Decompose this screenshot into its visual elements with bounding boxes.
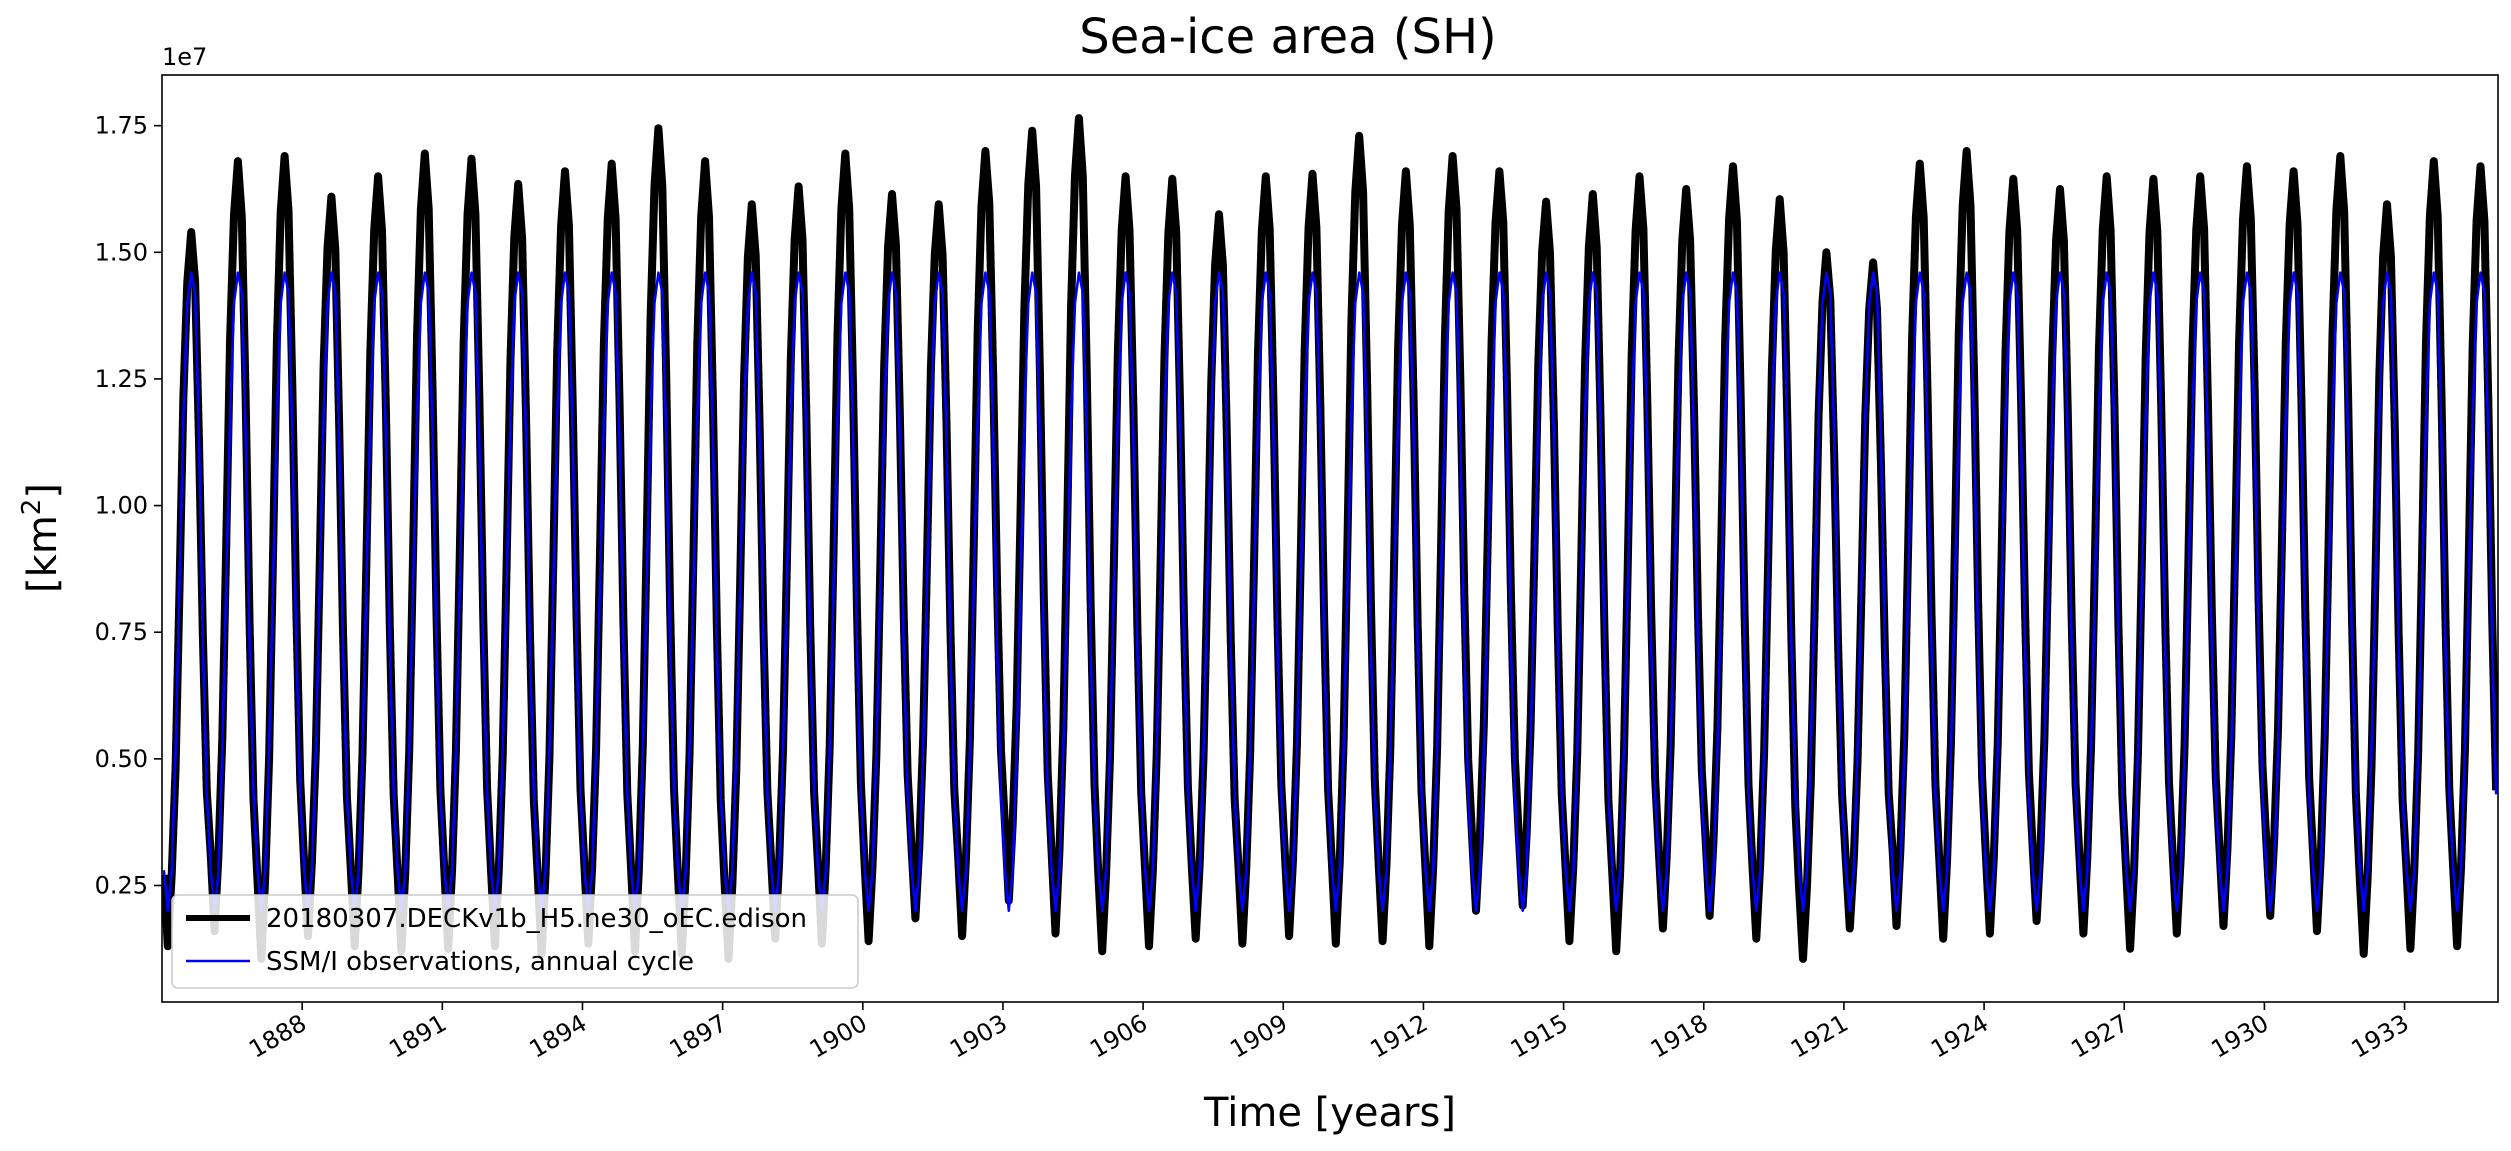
y-axis-label-close: ] bbox=[20, 483, 66, 499]
y-axis: 0.25 0.50 0.75 1.00 1.25 1.50 1.75 bbox=[95, 112, 162, 899]
y-tick-label: 0.75 bbox=[95, 618, 148, 646]
y-tick-label: 1.25 bbox=[95, 365, 148, 393]
y-offset-label: 1e7 bbox=[162, 43, 207, 71]
chart-title: Sea-ice area (SH) bbox=[1079, 9, 1497, 65]
y-tick-label: 1.00 bbox=[95, 492, 148, 520]
y-tick-label: 1.75 bbox=[95, 112, 148, 140]
legend-label-observations: SSM/I observations, annual cycle bbox=[266, 947, 694, 977]
y-axis-label-text: [km bbox=[20, 515, 66, 593]
legend-label-model: 20180307.DECKv1b_H5.ne30_oEC.edison bbox=[266, 904, 807, 934]
y-tick-label: 0.50 bbox=[95, 745, 148, 773]
plot-frame bbox=[161, 74, 2499, 1003]
legend: 20180307.DECKv1b_H5.ne30_oEC.edison SSM/… bbox=[171, 894, 859, 989]
plot-area bbox=[162, 114, 2498, 963]
y-tick-label: 0.25 bbox=[95, 871, 148, 899]
y-axis-label-superscript: 2 bbox=[17, 499, 47, 516]
x-axis-label: Time [years] bbox=[1203, 1090, 1456, 1136]
y-tick-label: 1.50 bbox=[95, 238, 148, 266]
series-observations-line bbox=[162, 271, 2498, 913]
legend-box bbox=[171, 894, 859, 989]
y-axis-label: [km2] bbox=[17, 483, 66, 593]
